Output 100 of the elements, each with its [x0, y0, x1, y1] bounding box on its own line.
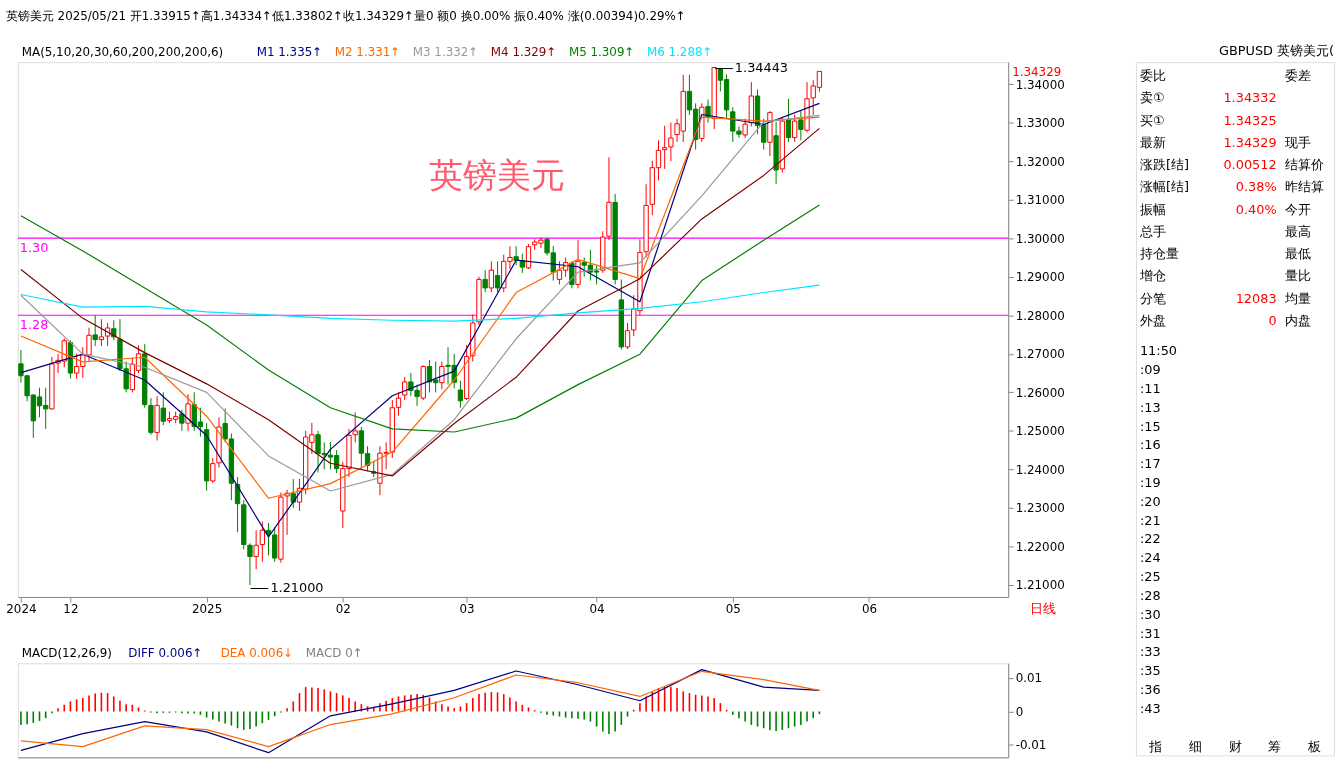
text: 最低 [1284, 246, 1311, 262]
candlestick [439, 361, 445, 390]
text: 买① [1139, 112, 1165, 128]
x-tick-label: 06 [861, 602, 877, 617]
text: :09 [1139, 362, 1161, 378]
text: 持仓量 [1139, 246, 1179, 262]
ref-line-label: 1.30 [19, 240, 49, 256]
candlestick [179, 409, 185, 432]
text: 增仓 [1138, 268, 1166, 284]
text: 12083 [1235, 290, 1277, 306]
text: :20 [1139, 493, 1161, 509]
candlestick [488, 260, 495, 293]
text: 现手 [1284, 134, 1311, 150]
text: :24 [1139, 550, 1161, 566]
text: 板 [1306, 739, 1321, 755]
text: :13 [1139, 399, 1161, 415]
y-tick-label: 0.01 [1015, 671, 1043, 686]
text: 细 [1188, 739, 1202, 755]
text: 内盘 [1284, 313, 1311, 329]
chart-title: 英镑美元 2025/05/21 开1.33915↑高1.34334↑低1.33802↑收1.34329↑量0 额0 换0.00% 振0.40% 涨(0.00394)0.29%↑ [5, 8, 686, 23]
text: DEA 0.006↓ [220, 646, 294, 661]
text: 外盘 [1139, 313, 1166, 329]
text: 涨跌[结] [1139, 157, 1189, 173]
y-tick-label: 1.26000 [1015, 385, 1065, 400]
text: :15 [1139, 418, 1161, 434]
text: :30 [1139, 606, 1161, 622]
text: 0.00512 [1223, 157, 1277, 173]
text: 1.34325 [1223, 112, 1277, 128]
y-tick-label: 1.32000 [1015, 154, 1065, 169]
text: 委差 [1284, 67, 1311, 83]
candlestick [185, 393, 191, 432]
text: DIFF 0.006↑ [128, 646, 203, 661]
text: :17 [1139, 456, 1161, 472]
y-tick-label: 1.31000 [1015, 193, 1065, 208]
text: 0 [1268, 313, 1277, 329]
x-tick-label: 04 [589, 602, 605, 617]
candlestick [61, 337, 67, 368]
y-tick-label: 1.34000 [1015, 77, 1065, 92]
x-tick-label: 12 [63, 602, 79, 617]
text: 筹 [1268, 739, 1282, 755]
text: 委比 [1139, 67, 1166, 83]
y-tick-label: 1.33000 [1015, 116, 1065, 131]
text: 最高 [1284, 223, 1311, 239]
candlestick [253, 529, 259, 570]
y-tick-label: -0.01 [1015, 738, 1047, 753]
candlestick [482, 269, 488, 293]
text: 最新 [1139, 134, 1166, 150]
legend-title: MACD(12,26,9) [21, 646, 112, 661]
text: :19 [1139, 475, 1161, 490]
candlestick [160, 391, 166, 426]
text: :25 [1139, 569, 1161, 585]
text: 指 [1148, 739, 1163, 755]
text: M2 1.331↑ [334, 45, 401, 60]
candlestick [785, 98, 792, 143]
candlestick [290, 478, 296, 509]
text: 财 [1228, 739, 1242, 755]
text: GBPUSD 英镑美元( [1218, 43, 1335, 59]
text: 今开 [1284, 201, 1311, 217]
y-tick-label: 1.27000 [1015, 347, 1065, 362]
text: 总手 [1138, 223, 1166, 239]
line-series [20, 204, 821, 433]
y-tick-label: 0 [1015, 704, 1024, 719]
text: :36 [1139, 681, 1161, 697]
text: 结算价 [1284, 157, 1324, 173]
text: 卖① [1139, 90, 1165, 106]
text: M4 1.329↑ [490, 45, 557, 60]
annotation: 1.34443 [734, 60, 789, 76]
candlestick [575, 239, 581, 289]
candlestick [86, 327, 92, 362]
candlestick [210, 457, 216, 484]
candlestick [352, 411, 358, 443]
y-tick-label: 1.29000 [1015, 270, 1065, 285]
y-tick-label: 1.24000 [1015, 462, 1065, 477]
y-tick-label: 1.30000 [1015, 231, 1065, 246]
text: 1.34329 [1223, 134, 1277, 150]
text: :43 [1139, 700, 1161, 716]
text: 振幅 [1139, 201, 1166, 217]
candlestick [247, 542, 253, 586]
text: 11:50 [1139, 343, 1177, 359]
text: M6 1.288↑ [646, 45, 713, 60]
text: :22 [1139, 531, 1161, 547]
text: :31 [1139, 625, 1161, 641]
candlestick [272, 526, 278, 563]
y-tick-label: 1.28000 [1015, 308, 1065, 323]
text: :21 [1139, 512, 1161, 528]
text: :33 [1139, 644, 1161, 660]
text: :16 [1139, 437, 1161, 453]
text: 0.40% [1235, 201, 1277, 217]
candlestick [513, 245, 519, 266]
text: 1.34332 [1223, 90, 1277, 106]
line-series [20, 284, 821, 322]
legend-title: MA(5,10,20,30,60,200,200,200,6) [21, 45, 224, 60]
text: 0.38% [1235, 179, 1277, 195]
y-tick-label: 1.23000 [1015, 501, 1065, 516]
text: 分笔 [1139, 290, 1166, 306]
text: 量比 [1284, 268, 1311, 284]
x-tick-label: 05 [725, 602, 741, 617]
text: :35 [1139, 663, 1161, 679]
candlestick [259, 520, 265, 563]
text: M5 1.309↑ [568, 45, 635, 60]
